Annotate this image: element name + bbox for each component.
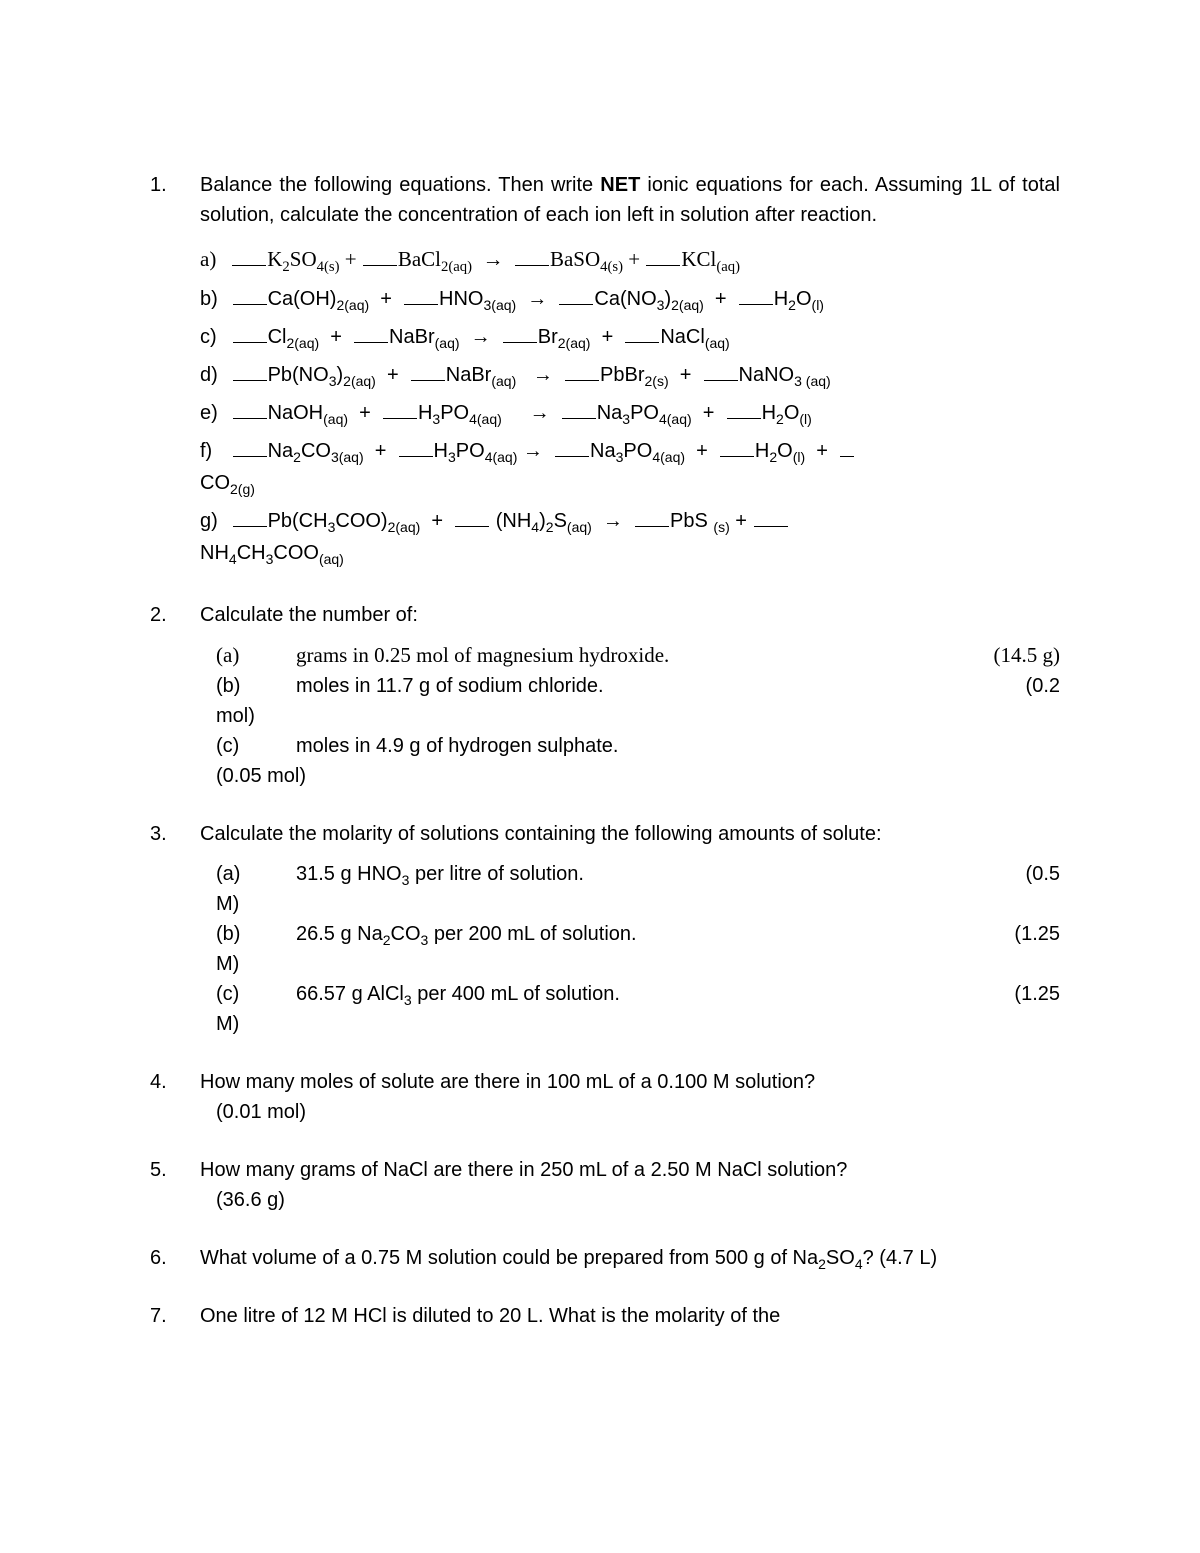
q2-number: 2.: [150, 600, 200, 792]
q1-text-bold: NET: [600, 174, 640, 196]
question-7: 7. One litre of 12 M HCl is diluted to 2…: [150, 1301, 1060, 1331]
q7-text: One litre of 12 M HCl is diluted to 20 L…: [200, 1305, 780, 1327]
q1-eq-c: c) Cl2(aq) + NaBr(aq) → Br2(aq) + NaCl(a…: [200, 318, 1060, 356]
q2-b-wrap-text: mol): [216, 701, 1060, 731]
q3-b-text: 26.5 g Na2CO3 per 200 mL of solution.: [296, 919, 994, 949]
q6-number: 6.: [150, 1243, 200, 1273]
q2-a-label: (a): [200, 640, 296, 672]
q1-prompt: Balance the following equations. Then wr…: [200, 170, 1060, 230]
q2-a-text: grams in 0.25 mol of magnesium hydroxide…: [296, 640, 974, 672]
q2-c-ans: (0.05 mol): [200, 761, 1060, 791]
q2-prompt: Calculate the number of:: [200, 600, 1060, 630]
q4-body: How many moles of solute are there in 10…: [200, 1067, 1060, 1127]
q2-c-text: moles in 4.9 g of hydrogen sulphate.: [296, 731, 1060, 761]
q3-c-ans: (1.25: [994, 979, 1060, 1009]
q1-eq-e: e) NaOH(aq) + H3PO4(aq) → Na3PO4(aq) + H…: [200, 394, 1060, 432]
q5-text: How many grams of NaCl are there in 250 …: [200, 1159, 847, 1181]
q6-text-c: ? (4.7 L): [863, 1247, 937, 1269]
q2-c-ans-text: (0.05 mol): [200, 761, 306, 791]
q1-number: 1.: [150, 170, 200, 572]
q3-a-label: (a): [200, 859, 296, 889]
q3-b: (b) 26.5 g Na2CO3 per 200 mL of solution…: [200, 919, 1060, 949]
q2-a: (a) grams in 0.25 mol of magnesium hydro…: [200, 640, 1060, 672]
q2-b-label: (b): [200, 671, 296, 701]
q6-body: What volume of a 0.75 M solution could b…: [200, 1243, 1060, 1273]
q5-ans: (36.6 g): [200, 1189, 285, 1211]
q2-b: (b) moles in 11.7 g of sodium chloride. …: [200, 671, 1060, 701]
q3-a-wrap-text: M): [200, 889, 296, 919]
question-1: 1. Balance the following equations. Then…: [150, 170, 1060, 572]
q5-body: How many grams of NaCl are there in 250 …: [200, 1155, 1060, 1215]
q4-ans: (0.01 mol): [200, 1101, 306, 1123]
q6-text-a: What volume of a 0.75 M solution could b…: [200, 1247, 818, 1269]
q3-a-wrap: M): [200, 889, 1060, 919]
question-3: 3. Calculate the molarity of solutions c…: [150, 819, 1060, 1039]
q6-text-b: SO: [826, 1247, 855, 1269]
q1-body: Balance the following equations. Then wr…: [200, 170, 1060, 572]
q2-c-label: (c): [200, 731, 296, 761]
q3-c-wrap-text: M): [200, 1009, 296, 1039]
worksheet-page: 1. Balance the following equations. Then…: [0, 0, 1200, 1553]
q3-b-wrap-text: M): [200, 949, 296, 979]
question-6: 6. What volume of a 0.75 M solution coul…: [150, 1243, 1060, 1273]
q3-b-ans: (1.25: [994, 919, 1060, 949]
q3-a: (a) 31.5 g HNO3 per litre of solution. (…: [200, 859, 1060, 889]
q1-eq-b: b) Ca(OH)2(aq) + HNO3(aq) → Ca(NO3)2(aq)…: [200, 280, 1060, 318]
q2-b-text: moles in 11.7 g of sodium chloride.: [296, 671, 1006, 701]
q1-eq-d: d) Pb(NO3)2(aq) + NaBr(aq) → PbBr2(s) + …: [200, 356, 1060, 394]
q2-a-ans: (14.5 g): [974, 640, 1061, 672]
q3-prompt: Calculate the molarity of solutions cont…: [200, 819, 1060, 849]
q3-c-wrap: M): [200, 1009, 1060, 1039]
q5-number: 5.: [150, 1155, 200, 1215]
q1-text-a: Balance the following equations. Then wr…: [200, 174, 600, 196]
q4-number: 4.: [150, 1067, 200, 1127]
q3-a-text: 31.5 g HNO3 per litre of solution.: [296, 859, 1006, 889]
q4-text: How many moles of solute are there in 10…: [200, 1071, 815, 1093]
q2-body: Calculate the number of: (a) grams in 0.…: [200, 600, 1060, 792]
question-2: 2. Calculate the number of: (a) grams in…: [150, 600, 1060, 792]
question-5: 5. How many grams of NaCl are there in 2…: [150, 1155, 1060, 1215]
q3-b-label: (b): [200, 919, 296, 949]
q3-b-wrap: M): [200, 949, 1060, 979]
q3-c: (c) 66.57 g AlCl3 per 400 mL of solution…: [200, 979, 1060, 1009]
q3-c-label: (c): [200, 979, 296, 1009]
q2-b-wrap: mol): [200, 701, 1060, 731]
q2-b-ans: (0.2: [1006, 671, 1060, 701]
question-4: 4. How many moles of solute are there in…: [150, 1067, 1060, 1127]
q3-body: Calculate the molarity of solutions cont…: [200, 819, 1060, 1039]
q3-c-text: 66.57 g AlCl3 per 400 mL of solution.: [296, 979, 994, 1009]
q2-c: (c) moles in 4.9 g of hydrogen sulphate.: [200, 731, 1060, 761]
q3-a-ans: (0.5: [1006, 859, 1060, 889]
q1-eq-a: a) K2SO4(s) + BaCl2(aq) → BaSO4(s) + KCl…: [200, 240, 1060, 280]
q7-body: One litre of 12 M HCl is diluted to 20 L…: [200, 1301, 1060, 1331]
q7-number: 7.: [150, 1301, 200, 1331]
q3-number: 3.: [150, 819, 200, 1039]
